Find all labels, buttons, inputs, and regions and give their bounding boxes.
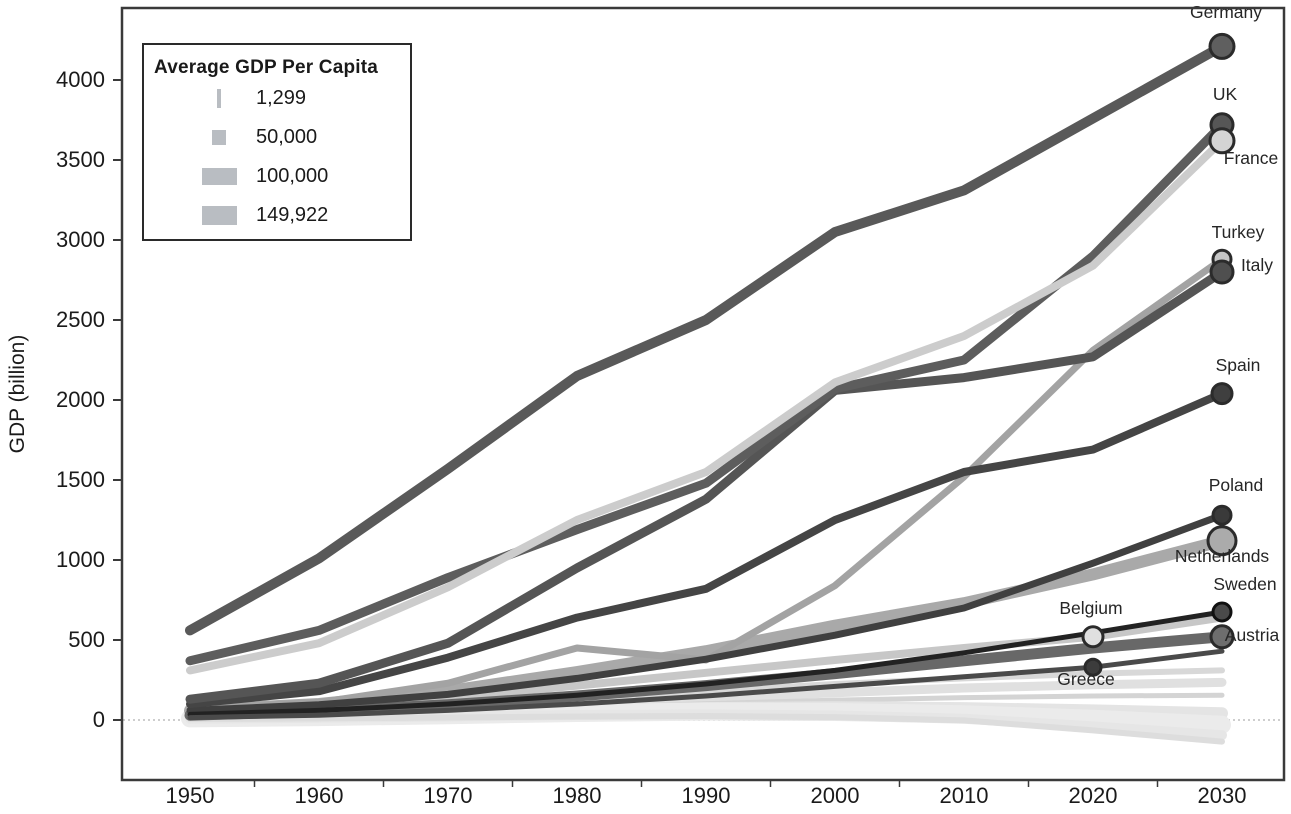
y-tick-label: 3000	[56, 227, 105, 252]
legend-swatch-cell	[184, 206, 254, 225]
x-tick-label: 1990	[682, 783, 731, 808]
x-tick-label: 2020	[1069, 783, 1118, 808]
x-tick-label: 1980	[553, 783, 602, 808]
country-label-belgium: Belgium	[1059, 598, 1122, 618]
legend-swatch-cell	[184, 89, 254, 108]
legend-item-label: 50,000	[256, 126, 318, 148]
x-tick-label: 2000	[811, 783, 860, 808]
country-label-germany: Germany	[1190, 2, 1262, 22]
legend-item-label: 100,000	[256, 165, 329, 187]
plot-frame	[120, 6, 1286, 782]
marker-austria	[1209, 624, 1235, 650]
series-line-germany	[185, 41, 1227, 636]
y-axis-title: GDP (billion)	[6, 335, 29, 454]
marker-germany	[1208, 32, 1236, 60]
y-tick-label: 1500	[56, 467, 105, 492]
country-label-uk: UK	[1213, 84, 1238, 104]
country-label-austria: Austria	[1225, 625, 1280, 645]
country-label-sweden: Sweden	[1213, 574, 1276, 594]
marker-france	[1208, 127, 1236, 155]
series-line-sweden	[187, 609, 1225, 717]
legend-item-label: 1,299	[256, 87, 307, 109]
marker-greece	[1083, 657, 1103, 677]
legend-item: 1,299	[144, 79, 410, 118]
series-line-france	[186, 136, 1226, 675]
y-tick-label: 4000	[56, 67, 105, 92]
legend-item: 100,000	[144, 157, 410, 196]
series-line-poland	[186, 511, 1226, 714]
y-tick-label: 3500	[56, 147, 105, 172]
y-tick-label: 2000	[56, 387, 105, 412]
country-label-greece: Greece	[1057, 669, 1114, 689]
y-tick-label: 2500	[56, 307, 105, 332]
legend-item: 50,000	[144, 118, 410, 157]
legend: Average GDP Per Capita 1,299 50,000 100,…	[142, 43, 412, 241]
x-tick-label: 1970	[424, 783, 473, 808]
marker-italy	[1209, 259, 1235, 285]
x-tick-label: 1950	[166, 783, 215, 808]
country-label-italy: Italy	[1241, 255, 1273, 275]
x-tick-label: 1960	[295, 783, 344, 808]
legend-swatch-cell	[184, 168, 254, 185]
line-width-swatch	[201, 206, 237, 225]
marker-belgium	[1081, 625, 1105, 649]
legend-item-label: 149,922	[256, 204, 329, 226]
y-tick-label: 1000	[56, 547, 105, 572]
series-line-italy	[185, 267, 1227, 704]
y-tick-label: 0	[93, 707, 105, 732]
line-width-swatch	[217, 89, 221, 108]
line-width-swatch	[212, 130, 226, 145]
marker-poland	[1211, 504, 1233, 526]
country-label-netherlands: Netherlands	[1175, 546, 1270, 566]
country-label-turkey: Turkey	[1212, 222, 1265, 242]
x-tick-label: 2010	[940, 783, 989, 808]
legend-item: 149,922	[144, 196, 410, 235]
country-label-spain: Spain	[1216, 355, 1261, 375]
y-tick-label: 500	[68, 627, 105, 652]
marker-sweden	[1211, 601, 1233, 623]
country-label-france: France	[1224, 148, 1278, 168]
line-width-swatch	[201, 168, 237, 185]
marker-spain	[1210, 382, 1234, 406]
series-line-greece	[187, 648, 1225, 721]
series-line-minor-7	[187, 713, 1225, 745]
series-line-spain	[186, 389, 1226, 708]
country-label-poland: Poland	[1209, 475, 1264, 495]
legend-title: Average GDP Per Capita	[154, 57, 379, 78]
marker-netherlands	[1206, 525, 1238, 557]
legend-swatch-cell	[184, 130, 254, 145]
x-tick-label: 2030	[1198, 783, 1247, 808]
